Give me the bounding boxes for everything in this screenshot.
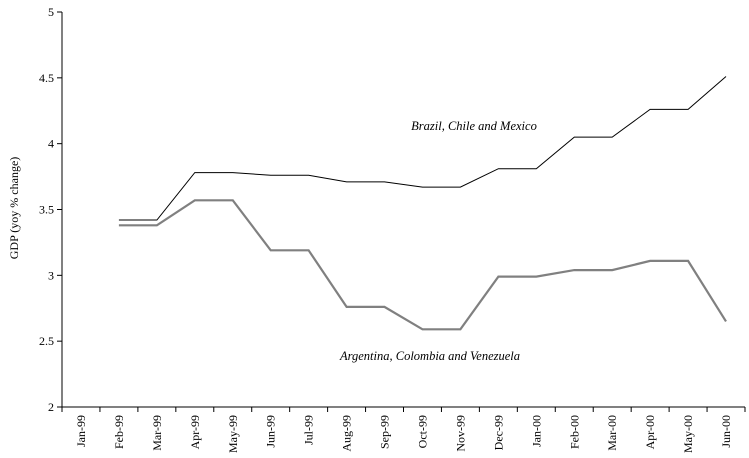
x-tick-label: Mar-00 (605, 415, 619, 451)
x-tick-label: Jan-99 (74, 415, 88, 447)
x-tick-label: Jun-00 (719, 415, 733, 448)
x-tick-label: Feb-99 (112, 415, 126, 449)
x-tick-label: Feb-00 (567, 415, 581, 449)
x-tick-label: Jul-99 (302, 415, 316, 445)
series-line-0 (118, 76, 727, 221)
x-tick-label: Dec-99 (491, 415, 505, 450)
x-tick-label: Oct-99 (415, 415, 429, 448)
x-tick-label: Nov-99 (453, 415, 467, 452)
y-tick-label: 2 (48, 400, 54, 414)
y-tick-label: 3 (48, 268, 54, 282)
x-axis-ticks: Jan-99 Feb-99 Mar-99 Apr-99 May-99 Jun-99 Jul-… (61, 407, 746, 453)
x-tick-label: Apr-00 (643, 415, 657, 449)
x-tick-label: Apr-99 (188, 415, 202, 449)
x-tick-label: Mar-99 (150, 415, 164, 451)
y-tick-label: 4.5 (39, 71, 54, 85)
x-tick-label: May-99 (226, 415, 240, 453)
series-label-brazil-chile-mexico: Brazil, Chile and Mexico (411, 119, 537, 133)
x-tick-label: Jun-99 (264, 415, 278, 448)
x-tick-label: Aug-99 (340, 415, 354, 452)
y-axis-title: GDP (yoy % change) (7, 157, 21, 260)
series-lines (118, 76, 727, 331)
x-tick-label: Sep-99 (378, 415, 392, 449)
y-tick-label: 4 (48, 137, 54, 151)
y-axis-ticks: 2 2.5 3 3.5 4 4.5 5 (39, 5, 62, 414)
y-tick-label: 2.5 (39, 334, 54, 348)
y-tick-label: 3.5 (39, 203, 54, 217)
x-tick-label: May-00 (681, 415, 695, 453)
series-label-argentina-colombia-venezuela: Argentina, Colombia and Venezuela (339, 349, 520, 363)
axes (61, 12, 745, 408)
x-tick-label: Jan-00 (529, 415, 543, 447)
y-tick-label: 5 (48, 5, 54, 19)
series-line-1 (118, 199, 727, 331)
